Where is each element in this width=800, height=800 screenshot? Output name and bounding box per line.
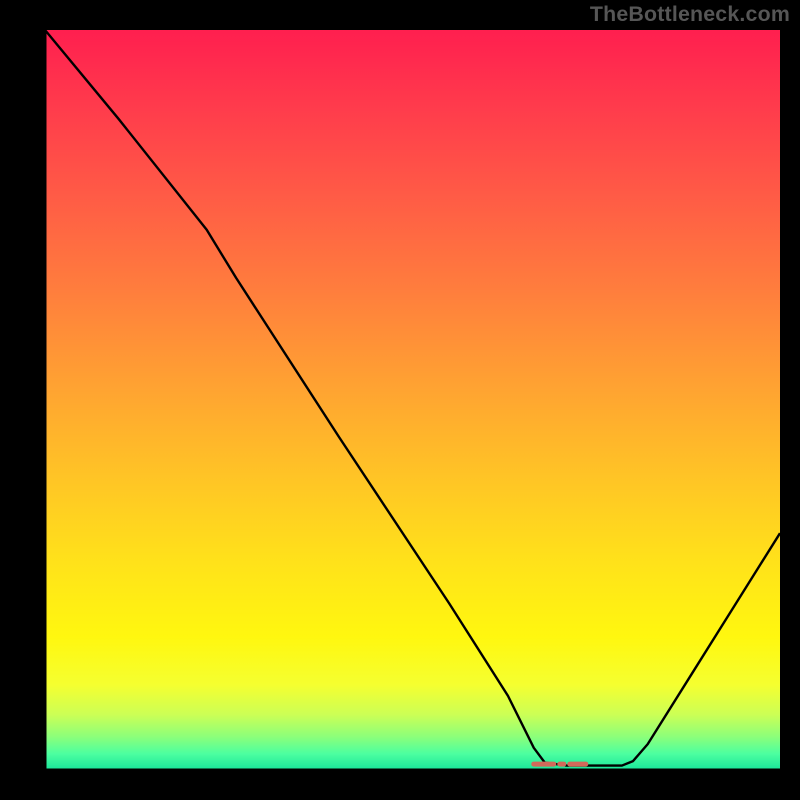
watermark-text: TheBottleneck.com <box>590 2 790 27</box>
bottleneck-chart <box>0 0 800 800</box>
plot-gradient <box>45 30 780 770</box>
